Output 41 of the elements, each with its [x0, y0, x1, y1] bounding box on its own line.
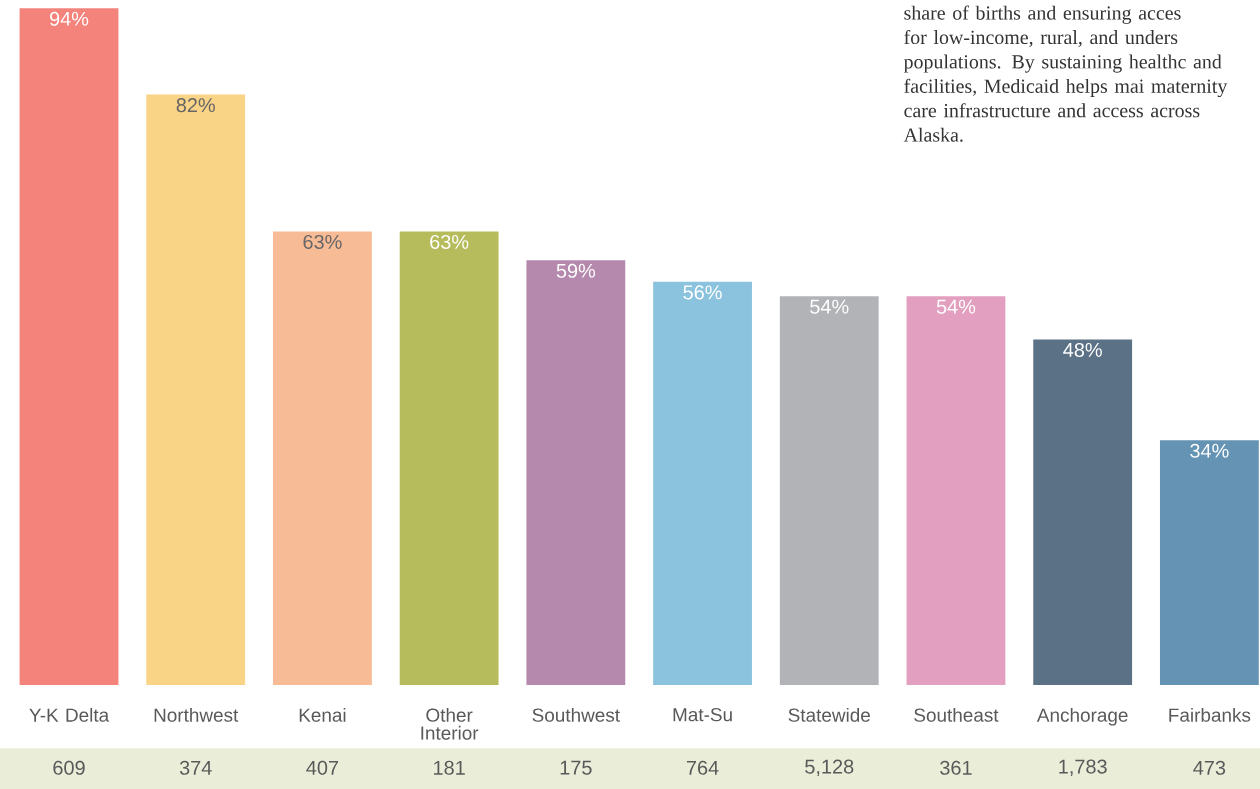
data-label: 63% — [430, 234, 469, 249]
text: 5,128 — [805, 759, 854, 777]
bar — [526, 260, 626, 685]
text: 374 — [179, 760, 212, 775]
text: 473 — [1193, 760, 1226, 775]
x-tick-label: Statewide — [788, 707, 870, 722]
data-label: 82% — [176, 98, 215, 113]
x-tick-label: Anchorage — [1036, 707, 1128, 726]
data-label: 59% — [556, 263, 596, 278]
data-label: 63% — [303, 234, 342, 249]
data-label: 54% — [936, 299, 976, 314]
text: 609 — [53, 760, 85, 775]
x-tick-label: Y-K Delta — [29, 707, 110, 722]
bar — [906, 296, 1006, 685]
bar — [779, 296, 879, 685]
data-label: 48% — [1063, 342, 1102, 357]
annotation: share of births and ensuring acces for low-income, rural, and unders populations. By sustaining healthc and facilities, Medicaid helps mai maternity care infrastructure and access across Alaska. — [903, 5, 1228, 142]
x-tick-label: Mat-Su — [673, 707, 732, 722]
text: 1,783 — [1059, 759, 1107, 777]
text: 181 — [434, 760, 465, 775]
bar — [146, 94, 246, 685]
bar — [1033, 339, 1133, 685]
x-tick-label: Fairbanks — [1169, 707, 1251, 722]
data-label: 34% — [1190, 443, 1229, 458]
bar — [273, 231, 372, 685]
bar — [399, 231, 499, 685]
text: 361 — [940, 760, 972, 775]
x-tick-label: Kenai — [299, 707, 346, 722]
bar — [1159, 440, 1259, 685]
x-tick-label: Other Interior — [421, 707, 479, 740]
text: 764 — [686, 760, 719, 775]
data-label: 56% — [683, 285, 722, 300]
text: 407 — [306, 760, 339, 775]
x-tick-label: Southeast — [914, 707, 999, 722]
data-label: 94% — [50, 11, 89, 26]
bar — [19, 8, 119, 685]
data-label: 54% — [810, 299, 849, 314]
bar — [653, 281, 752, 685]
x-tick-label: Northwest — [154, 707, 239, 722]
text: 175 — [560, 760, 592, 775]
x-tick-label: Southwest — [532, 707, 620, 722]
